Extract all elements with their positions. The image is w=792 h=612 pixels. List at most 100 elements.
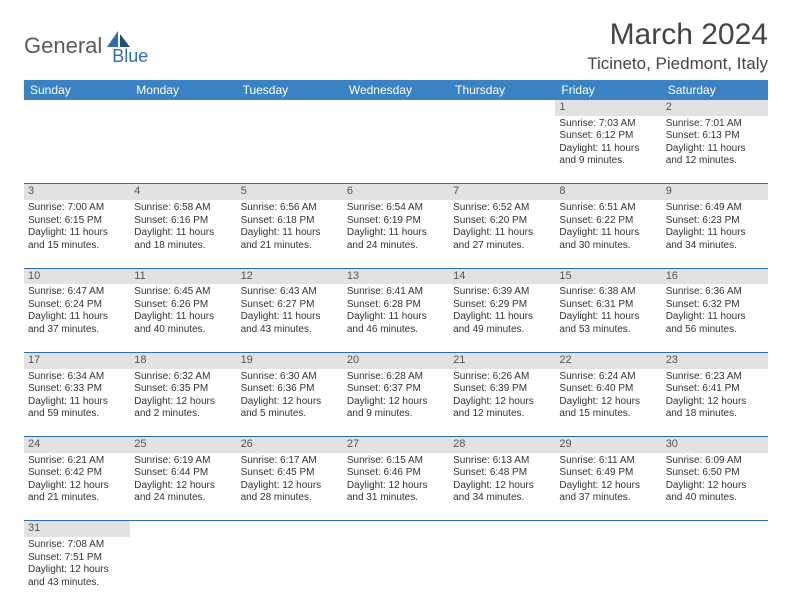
sunset-text: Sunset: 6:13 PM: [666, 130, 764, 143]
day-number: 9: [662, 184, 768, 200]
day2-text: and 30 minutes.: [559, 240, 657, 253]
day2-text: and 15 minutes.: [28, 240, 126, 253]
day-number: 3: [24, 184, 130, 200]
day-number: [237, 100, 343, 116]
day1-text: Daylight: 12 hours: [347, 480, 445, 493]
sunrise-text: Sunrise: 6:54 AM: [347, 202, 445, 215]
day1-text: Daylight: 12 hours: [666, 480, 764, 493]
sunrise-text: Sunrise: 6:23 AM: [666, 371, 764, 384]
day-header: Saturday: [662, 80, 768, 100]
day-header: Sunday: [24, 80, 130, 100]
day2-text: and 9 minutes.: [347, 408, 445, 421]
day-number: 22: [555, 352, 661, 368]
day2-text: and 43 minutes.: [28, 577, 126, 590]
page-title: March 2024: [587, 18, 768, 52]
day-cell: Sunrise: 7:00 AMSunset: 6:15 PMDaylight:…: [24, 200, 130, 268]
day-cell: [237, 116, 343, 184]
day-number: [343, 521, 449, 537]
day1-text: Daylight: 12 hours: [241, 480, 339, 493]
day2-text: and 31 minutes.: [347, 492, 445, 505]
day-number: 8: [555, 184, 661, 200]
day-cell: [555, 537, 661, 605]
sunset-text: Sunset: 6:39 PM: [453, 383, 551, 396]
day2-text: and 28 minutes.: [241, 492, 339, 505]
sunset-text: Sunset: 6:18 PM: [241, 215, 339, 228]
day-cell: Sunrise: 6:21 AMSunset: 6:42 PMDaylight:…: [24, 453, 130, 521]
day2-text: and 12 minutes.: [453, 408, 551, 421]
day-number: 25: [130, 437, 236, 453]
day-cell: Sunrise: 7:08 AMSunset: 7:51 PMDaylight:…: [24, 537, 130, 605]
day-cell: Sunrise: 6:52 AMSunset: 6:20 PMDaylight:…: [449, 200, 555, 268]
day-number: 30: [662, 437, 768, 453]
sunset-text: Sunset: 6:23 PM: [666, 215, 764, 228]
day-number: [237, 521, 343, 537]
day-number: 2: [662, 100, 768, 116]
sunrise-text: Sunrise: 6:09 AM: [666, 455, 764, 468]
logo: General Blue: [24, 24, 148, 67]
day-cell: Sunrise: 6:38 AMSunset: 6:31 PMDaylight:…: [555, 284, 661, 352]
day-header-row: Sunday Monday Tuesday Wednesday Thursday…: [24, 80, 768, 100]
day-number: [130, 521, 236, 537]
day2-text: and 21 minutes.: [241, 240, 339, 253]
daynum-row: 10111213141516: [24, 268, 768, 284]
day1-text: Daylight: 11 hours: [347, 311, 445, 324]
day-cell: Sunrise: 6:13 AMSunset: 6:48 PMDaylight:…: [449, 453, 555, 521]
day-number: [662, 521, 768, 537]
day-cell: Sunrise: 6:54 AMSunset: 6:19 PMDaylight:…: [343, 200, 449, 268]
day1-text: Daylight: 12 hours: [134, 480, 232, 493]
sunrise-text: Sunrise: 6:24 AM: [559, 371, 657, 384]
day-number: 20: [343, 352, 449, 368]
sunset-text: Sunset: 6:27 PM: [241, 299, 339, 312]
sunset-text: Sunset: 6:46 PM: [347, 467, 445, 480]
day-cell: Sunrise: 6:32 AMSunset: 6:35 PMDaylight:…: [130, 369, 236, 437]
day-cell: Sunrise: 6:58 AMSunset: 6:16 PMDaylight:…: [130, 200, 236, 268]
sunset-text: Sunset: 6:42 PM: [28, 467, 126, 480]
day1-text: Daylight: 11 hours: [28, 227, 126, 240]
day-number: 1: [555, 100, 661, 116]
day-header: Tuesday: [237, 80, 343, 100]
day-cell: Sunrise: 6:30 AMSunset: 6:36 PMDaylight:…: [237, 369, 343, 437]
sunset-text: Sunset: 6:49 PM: [559, 467, 657, 480]
day-number: 7: [449, 184, 555, 200]
day2-text: and 21 minutes.: [28, 492, 126, 505]
sunrise-text: Sunrise: 6:17 AM: [241, 455, 339, 468]
sunset-text: Sunset: 6:15 PM: [28, 215, 126, 228]
day-cell: [343, 537, 449, 605]
day-header: Monday: [130, 80, 236, 100]
day2-text: and 40 minutes.: [134, 324, 232, 337]
day2-text: and 27 minutes.: [453, 240, 551, 253]
sunrise-text: Sunrise: 6:38 AM: [559, 286, 657, 299]
day-number: [130, 100, 236, 116]
day2-text: and 34 minutes.: [453, 492, 551, 505]
daynum-row: 24252627282930: [24, 437, 768, 453]
day-row: Sunrise: 6:34 AMSunset: 6:33 PMDaylight:…: [24, 369, 768, 437]
day-row: Sunrise: 7:08 AMSunset: 7:51 PMDaylight:…: [24, 537, 768, 605]
day1-text: Daylight: 11 hours: [453, 311, 551, 324]
sunrise-text: Sunrise: 6:58 AM: [134, 202, 232, 215]
calendar-table: Sunday Monday Tuesday Wednesday Thursday…: [24, 80, 768, 605]
day-number: 17: [24, 352, 130, 368]
daynum-row: 17181920212223: [24, 352, 768, 368]
title-block: March 2024 Ticineto, Piedmont, Italy: [587, 18, 768, 74]
day-cell: Sunrise: 6:11 AMSunset: 6:49 PMDaylight:…: [555, 453, 661, 521]
day-cell: Sunrise: 6:15 AMSunset: 6:46 PMDaylight:…: [343, 453, 449, 521]
day-number: [343, 100, 449, 116]
sunrise-text: Sunrise: 6:56 AM: [241, 202, 339, 215]
day1-text: Daylight: 11 hours: [28, 396, 126, 409]
day-cell: Sunrise: 6:19 AMSunset: 6:44 PMDaylight:…: [130, 453, 236, 521]
sunrise-text: Sunrise: 6:13 AM: [453, 455, 551, 468]
day-cell: [130, 116, 236, 184]
day1-text: Daylight: 11 hours: [666, 227, 764, 240]
day1-text: Daylight: 12 hours: [28, 564, 126, 577]
sunset-text: Sunset: 6:41 PM: [666, 383, 764, 396]
day-number: [449, 521, 555, 537]
sunset-text: Sunset: 6:36 PM: [241, 383, 339, 396]
sunset-text: Sunset: 6:12 PM: [559, 130, 657, 143]
day1-text: Daylight: 11 hours: [559, 311, 657, 324]
day-cell: Sunrise: 6:47 AMSunset: 6:24 PMDaylight:…: [24, 284, 130, 352]
day1-text: Daylight: 12 hours: [559, 396, 657, 409]
sunrise-text: Sunrise: 6:19 AM: [134, 455, 232, 468]
day-number: [555, 521, 661, 537]
day2-text: and 49 minutes.: [453, 324, 551, 337]
day-number: [449, 100, 555, 116]
